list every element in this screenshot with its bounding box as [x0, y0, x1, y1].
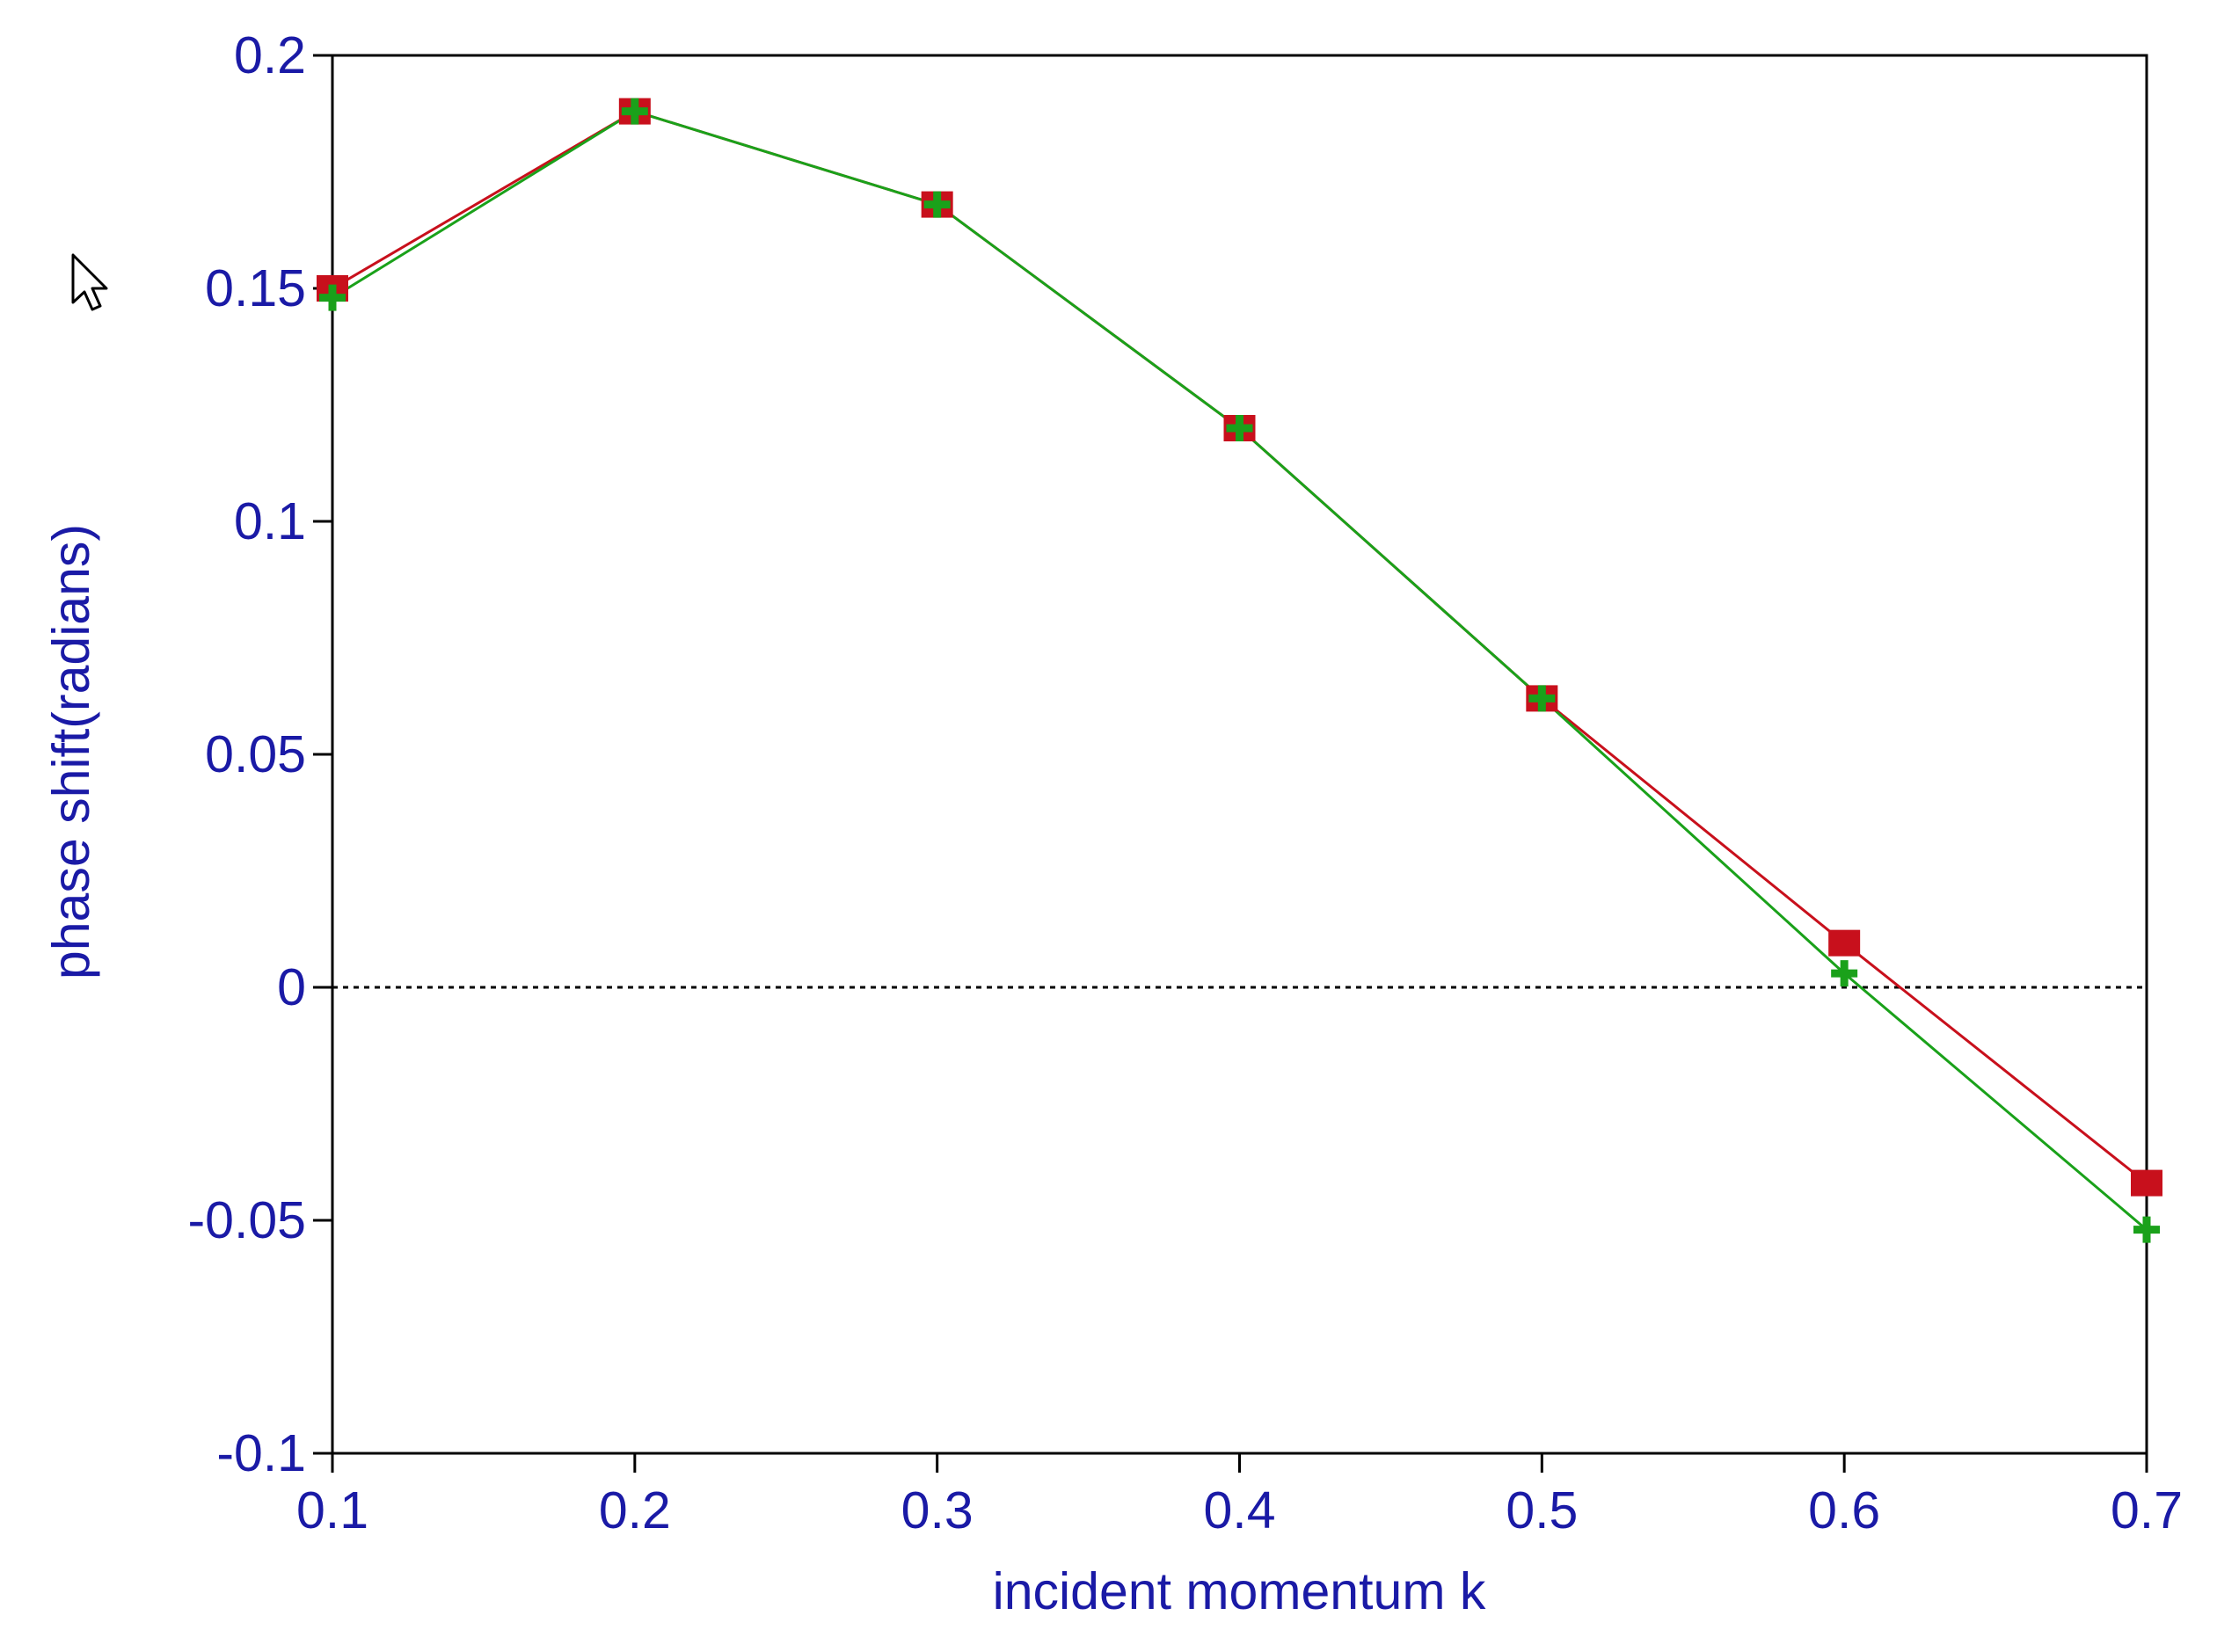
y-tick-label: -0.05	[188, 1191, 306, 1249]
series-1-point	[1528, 685, 1556, 712]
x-axis-ticks: 0.1 0.2 0.3 0.4 0.5 0.6 0.7	[296, 1453, 2183, 1539]
x-tick-label: 0.3	[901, 1481, 974, 1539]
arrow-cursor-icon	[71, 253, 108, 311]
y-axis-label: phase shift(radians)	[42, 524, 100, 979]
x-tick-label: 0.7	[2111, 1481, 2183, 1539]
x-tick-label: 0.4	[1203, 1481, 1275, 1539]
series-1-point	[621, 98, 648, 125]
series-1-line	[332, 109, 2148, 1231]
series-0-line	[332, 109, 2148, 1184]
x-tick-label: 0.6	[1808, 1481, 1880, 1539]
y-tick-label: 0.15	[205, 259, 306, 317]
x-axis-label: incident momentum k	[993, 1562, 1486, 1620]
series-1-point	[319, 284, 346, 311]
series-layer	[317, 98, 2162, 1243]
x-tick-label: 0.1	[296, 1481, 368, 1539]
series-1-point	[923, 191, 951, 218]
x-tick-label: 0.5	[1506, 1481, 1578, 1539]
y-tick-label: -0.1	[216, 1424, 306, 1482]
series-1-point	[2133, 1216, 2160, 1243]
x-tick-label: 0.2	[599, 1481, 671, 1539]
series-0-point	[2131, 1169, 2162, 1197]
y-tick-label: 0.2	[234, 26, 306, 84]
series-0-point	[1828, 929, 1861, 957]
y-tick-label: 0.1	[234, 492, 306, 550]
y-axis-ticks: 0.2 0.15 0.1 0.05 0 -0.05 -0.1	[188, 26, 332, 1482]
y-tick-label: 0.05	[205, 725, 306, 783]
plot-frame	[331, 54, 2148, 1455]
y-tick-label: 0	[277, 958, 306, 1016]
series-1-point	[1831, 960, 1858, 987]
series-1-point	[1226, 415, 1253, 441]
